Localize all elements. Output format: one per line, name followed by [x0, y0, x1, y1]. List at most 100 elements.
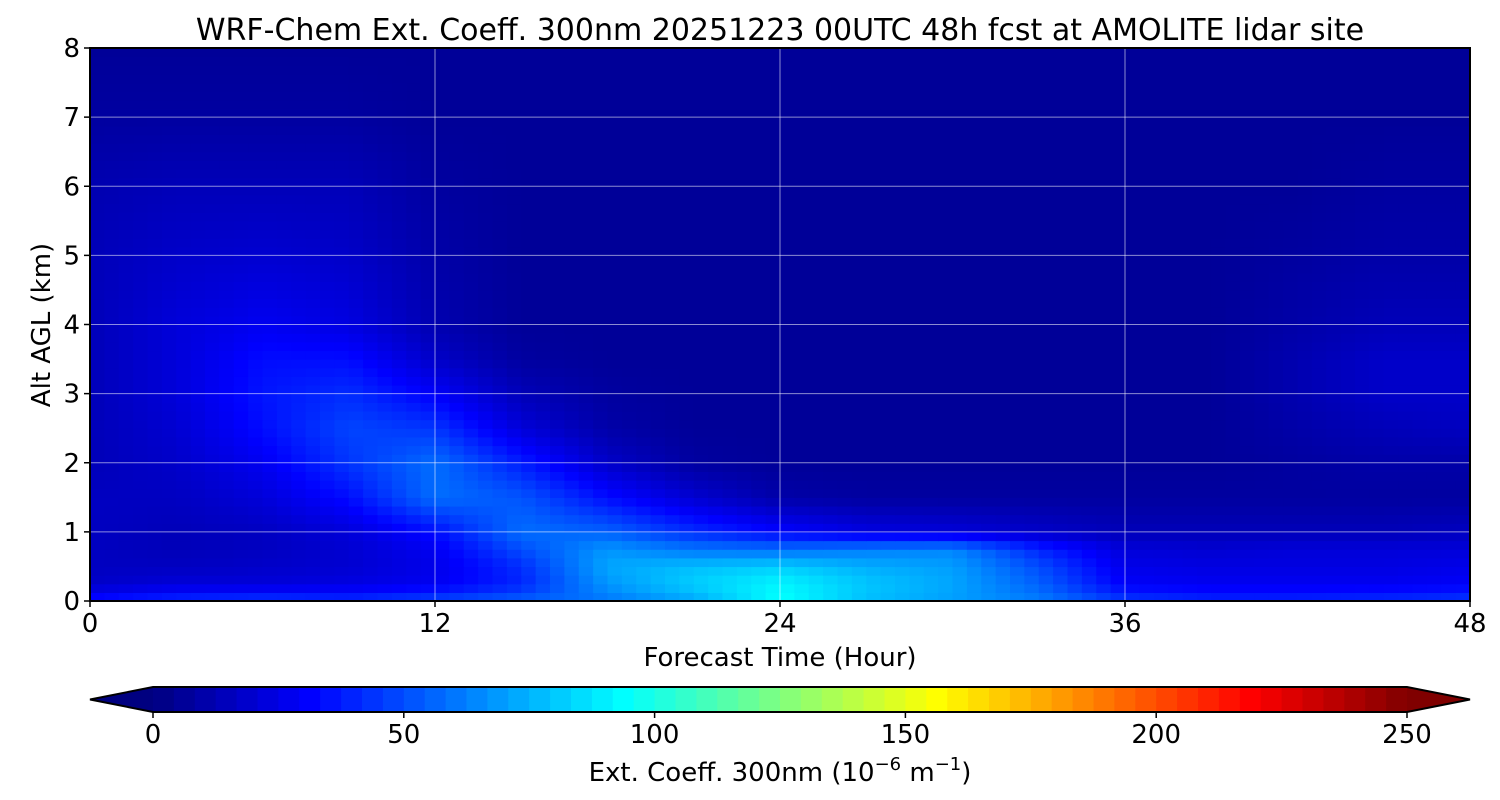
heatmap-cell	[521, 298, 537, 308]
heatmap-cell	[621, 315, 637, 326]
heatmap-cell	[377, 246, 393, 256]
heatmap-cell	[1067, 367, 1083, 377]
heatmap-cell	[161, 566, 177, 576]
heatmap-cell	[478, 281, 494, 291]
heatmap-cell	[1024, 454, 1040, 464]
heatmap-cell	[1081, 462, 1097, 472]
heatmap-cell	[104, 186, 120, 196]
heatmap-cell	[334, 246, 350, 256]
heatmap-cell	[118, 523, 134, 533]
heatmap-cell	[1196, 212, 1212, 222]
heatmap-cell	[736, 203, 752, 213]
heatmap-cell	[780, 419, 795, 429]
heatmap-cell	[1225, 367, 1241, 377]
heatmap-cell	[1412, 488, 1428, 498]
heatmap-cell	[1211, 419, 1227, 429]
heatmap-cell	[851, 566, 867, 576]
heatmap-cell	[1340, 341, 1356, 352]
heatmap-cell	[320, 410, 335, 421]
heatmap-cell	[1283, 583, 1299, 593]
heatmap-cell	[909, 454, 925, 464]
heatmap-cell	[1426, 514, 1442, 524]
heatmap-cell	[1383, 445, 1399, 455]
heatmap-cell	[1369, 315, 1385, 326]
heatmap-cell	[1010, 151, 1025, 161]
heatmap-cell	[909, 307, 925, 317]
heatmap-cell	[133, 324, 149, 334]
heatmap-cell	[1024, 419, 1040, 429]
heatmap-cell	[406, 367, 422, 377]
heatmap-cell	[621, 549, 637, 559]
heatmap-cell	[751, 471, 767, 481]
heatmap-cell	[1426, 436, 1442, 447]
heatmap-cell	[550, 566, 565, 576]
heatmap-cell	[1081, 238, 1097, 248]
heatmap-cell	[693, 359, 709, 369]
heatmap-cell	[1139, 402, 1155, 412]
heatmap-cell	[478, 194, 494, 205]
heatmap-cell	[363, 220, 379, 231]
heatmap-cell	[161, 238, 177, 248]
heatmap-cell	[391, 462, 407, 472]
heatmap-cell	[693, 298, 709, 308]
heatmap-cell	[1038, 186, 1054, 196]
heatmap-cell	[593, 384, 609, 395]
heatmap-cell	[765, 428, 781, 438]
heatmap-cell	[535, 557, 551, 568]
heatmap-cell	[909, 497, 925, 507]
heatmap-cell	[722, 384, 738, 395]
heatmap-cell	[406, 376, 422, 386]
heatmap-cell	[1110, 523, 1126, 533]
heatmap-cell	[1326, 488, 1342, 498]
heatmap-cell	[636, 540, 652, 550]
heatmap-cell	[1297, 298, 1313, 308]
heatmap-cell	[880, 592, 896, 601]
heatmap-cell	[823, 393, 839, 403]
heatmap-cell	[190, 592, 206, 601]
heatmap-cell	[248, 333, 264, 343]
heatmap-cell	[161, 497, 177, 507]
heatmap-cell	[391, 315, 407, 326]
heatmap-cell	[851, 393, 867, 403]
heatmap-cell	[377, 575, 393, 585]
heatmap-cell	[1168, 557, 1184, 568]
heatmap-cell	[1010, 419, 1025, 429]
heatmap-cell	[765, 402, 781, 412]
heatmap-cell	[320, 384, 335, 395]
heatmap-cell	[1426, 212, 1442, 222]
heatmap-cell	[233, 264, 249, 274]
heatmap-cell	[1398, 272, 1414, 282]
heatmap-cell	[794, 333, 810, 343]
heatmap-cell	[276, 246, 292, 256]
heatmap-cell	[291, 281, 307, 291]
heatmap-cell	[276, 264, 292, 274]
heatmap-cell	[305, 272, 321, 282]
heatmap-cell	[1455, 315, 1470, 326]
heatmap-cell	[449, 220, 465, 231]
heatmap-cell	[1067, 341, 1083, 352]
heatmap-cell	[550, 264, 565, 274]
heatmap-cell	[1067, 324, 1083, 334]
heatmap-cell	[751, 557, 767, 568]
heatmap-cell	[1441, 488, 1457, 498]
heatmap-cell	[118, 341, 134, 352]
heatmap-cell	[1283, 281, 1299, 291]
heatmap-cell	[1426, 445, 1442, 455]
heatmap-cell	[1067, 531, 1083, 542]
heatmap-cell	[650, 307, 666, 317]
heatmap-cell	[679, 480, 695, 490]
heatmap-cell	[1139, 324, 1155, 334]
heatmap-cell	[463, 212, 479, 222]
heatmap-cell	[435, 549, 450, 559]
heatmap-cell	[1225, 540, 1241, 550]
heatmap-cell	[478, 454, 494, 464]
heatmap-cell	[952, 359, 968, 369]
heatmap-cell	[708, 419, 724, 429]
heatmap-cell	[190, 549, 206, 559]
heatmap-cell	[305, 324, 321, 334]
heatmap-cell	[1412, 160, 1428, 170]
heatmap-cell	[966, 341, 982, 352]
heatmap-cell	[808, 281, 824, 291]
heatmap-cell	[564, 272, 580, 282]
heatmap-cell	[205, 315, 220, 326]
